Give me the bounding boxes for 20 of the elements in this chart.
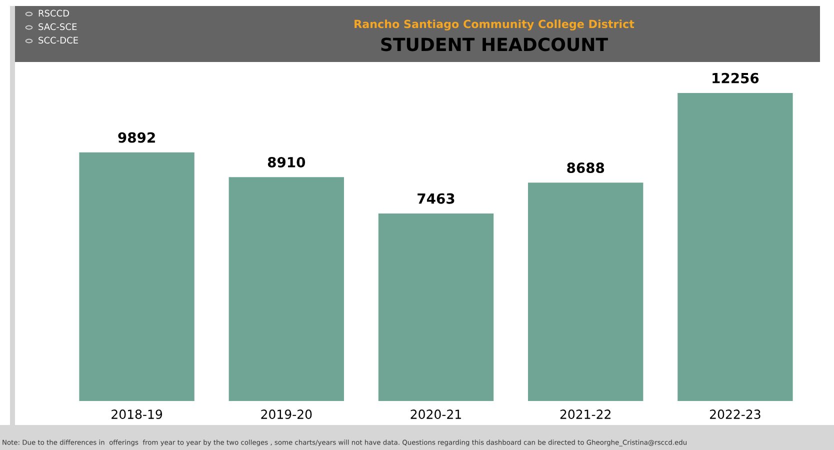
x-tick-label: 2018-19	[112, 410, 162, 420]
data-label: 8910	[268, 156, 306, 168]
bar	[228, 177, 344, 401]
data-label: 12256	[712, 72, 759, 84]
x-tick-label: 2022-23	[710, 410, 760, 420]
bar	[678, 93, 793, 401]
x-tick-label: 2019-20	[261, 410, 312, 420]
text: RSCCD	[38, 10, 70, 17]
data-label: 9892	[118, 132, 155, 143]
text: SCC-DCE	[38, 36, 78, 44]
x-tick-label: 2021-22	[560, 410, 610, 420]
x-tick-label: 2020-21	[410, 410, 461, 420]
chart-subtitle: Rancho Santiago Community College District	[354, 20, 634, 30]
bar	[378, 213, 494, 401]
text: SAC-SCE	[38, 23, 77, 30]
data-label: 7463	[418, 193, 454, 204]
chart-title: STUDENT HEADCOUNT	[381, 38, 608, 52]
data-label: 8688	[567, 162, 604, 174]
bar	[528, 182, 644, 401]
bar	[79, 152, 194, 401]
